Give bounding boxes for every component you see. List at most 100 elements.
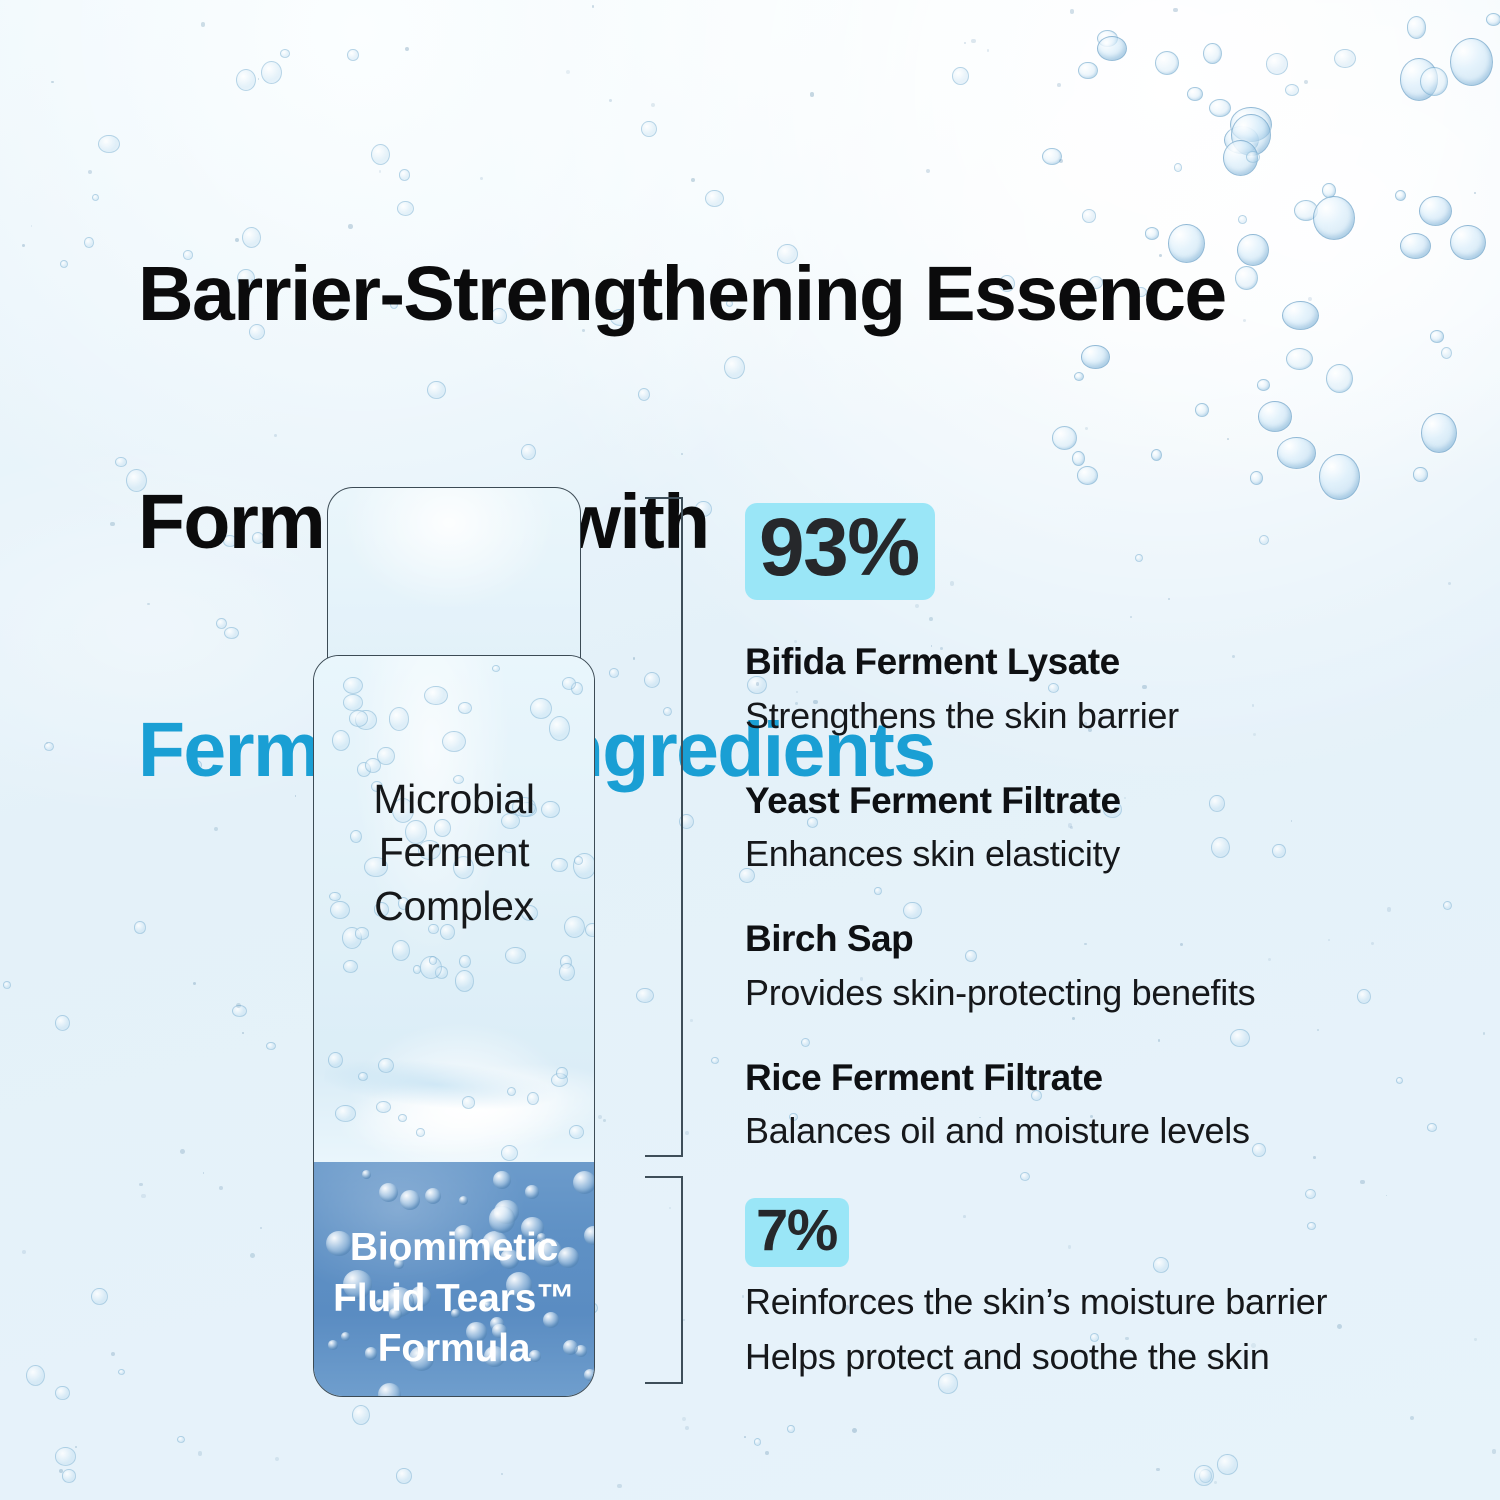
water-speck [582, 329, 586, 333]
bubble [1174, 163, 1183, 172]
bottle-bubble [326, 1230, 352, 1257]
water-speck [685, 1131, 690, 1136]
water-speck [213, 826, 219, 832]
bottle-bubble [428, 923, 439, 935]
bottle-bubble [482, 1300, 493, 1311]
ingredient-item: Birch Sap Provides skin-protecting benefi… [745, 915, 1445, 1018]
water-speck [147, 602, 150, 605]
bubble [1203, 42, 1223, 65]
water-speck [1360, 1179, 1365, 1185]
bracket-primary-group [645, 497, 683, 1157]
bottle-bubble [525, 1185, 539, 1199]
ingredient-name: Bifida Ferment Lysate [745, 641, 1120, 682]
water-speck [480, 177, 484, 181]
water-speck [1089, 1115, 1093, 1119]
bottle-bubble [551, 858, 568, 873]
water-speck [1290, 819, 1293, 822]
bottle-bubble [537, 1233, 546, 1242]
bottle-bubble [364, 1347, 378, 1360]
water-speck [1303, 79, 1308, 84]
bubble [609, 309, 630, 327]
bubble [937, 1373, 959, 1395]
water-speck [1251, 1342, 1256, 1348]
bubble [177, 1435, 185, 1444]
water-speck [348, 224, 353, 229]
bottle-bubble [459, 1196, 469, 1206]
bottle-bubble [441, 731, 466, 753]
bubble [242, 226, 262, 248]
bubble [1216, 1453, 1239, 1475]
water-speck [87, 169, 93, 175]
bubble [1081, 345, 1110, 370]
bubble [426, 380, 446, 400]
water-speck [632, 657, 635, 660]
bottle-bubble [459, 954, 471, 968]
bottle-bubble [542, 1312, 559, 1329]
bottle-bubble [512, 797, 536, 818]
ingredient-description: Balances oil and moisture levels [745, 1110, 1250, 1152]
water-speck [1124, 797, 1126, 800]
water-speck [200, 22, 205, 27]
bubble [1020, 1171, 1030, 1181]
water-speck [193, 982, 197, 986]
bottle-bubble [453, 775, 465, 785]
bottle-bubble [416, 1128, 426, 1137]
water-speck [1252, 732, 1257, 737]
water-speck [844, 1305, 850, 1310]
water-speck [1213, 1480, 1217, 1484]
water-speck [1056, 83, 1061, 87]
water-speck [1154, 295, 1157, 298]
bubble [1102, 801, 1122, 818]
bottle-bubble [327, 1051, 344, 1069]
water-speck [617, 1484, 622, 1489]
ingredient-list: Bifida Ferment Lysate Strengthens the ski… [745, 638, 1445, 1156]
bottle-bubble [327, 1339, 338, 1350]
water-speck [926, 168, 931, 173]
bottle-bubble [461, 1096, 476, 1109]
bubble [1312, 195, 1355, 240]
bottle-bubble [568, 1125, 584, 1139]
bubble [1246, 150, 1261, 164]
product-bottle: Microbial Ferment Complex Biomimetic Flu… [313, 487, 595, 1397]
water-speck [744, 1436, 746, 1438]
bubble [347, 49, 359, 62]
bubble [965, 949, 977, 962]
bottle-bubble [389, 707, 410, 731]
bubble [1089, 1333, 1100, 1343]
water-speck [1084, 942, 1087, 946]
water-speck [863, 1135, 865, 1137]
water-speck [1125, 1336, 1129, 1341]
bubble [1421, 412, 1458, 454]
bubble [91, 1288, 108, 1306]
bottle-bubble [424, 1187, 441, 1204]
bottle-bubble [529, 697, 553, 719]
water-speck [809, 92, 815, 98]
bottle-bubble [492, 1323, 507, 1338]
bubble [1229, 1028, 1250, 1048]
water-speck [141, 1194, 146, 1199]
bubble [25, 1364, 45, 1387]
bubble [1257, 400, 1293, 432]
water-speck [963, 42, 966, 45]
bottle-bubble [376, 1101, 391, 1113]
bubble [1211, 836, 1231, 859]
water-speck [939, 646, 944, 651]
water-speck [741, 1295, 745, 1299]
bubble [1356, 989, 1371, 1005]
bubble [637, 387, 650, 401]
water-speck [1158, 254, 1162, 258]
bubble [55, 1385, 71, 1401]
bubble [1135, 553, 1144, 563]
water-speck [1251, 704, 1255, 707]
bottle-bubble [330, 901, 350, 920]
bottle-bubble [331, 730, 351, 752]
bracket-secondary-group [645, 1176, 683, 1384]
bubble [235, 68, 256, 92]
bubble [371, 143, 391, 165]
water-speck [795, 691, 798, 694]
bottle-bubble [584, 922, 594, 937]
bottle-bubble [556, 1067, 568, 1079]
bubble [724, 355, 745, 379]
bubble [1144, 227, 1160, 240]
bottle-bubble [393, 1259, 404, 1269]
